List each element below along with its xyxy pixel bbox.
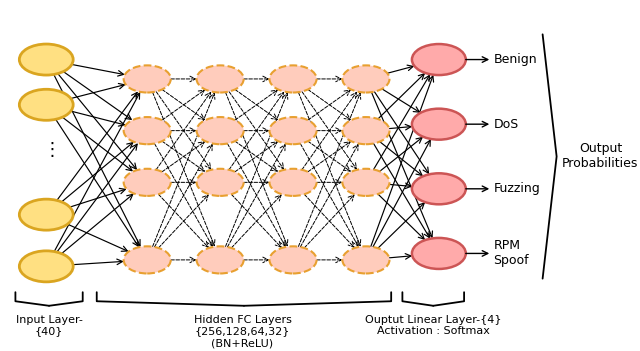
- Circle shape: [124, 117, 171, 144]
- Text: Benign: Benign: [493, 53, 537, 66]
- Circle shape: [412, 44, 466, 75]
- Circle shape: [412, 109, 466, 140]
- Circle shape: [342, 169, 390, 196]
- Text: Fuzzing: Fuzzing: [493, 182, 540, 195]
- Circle shape: [124, 169, 171, 196]
- Circle shape: [269, 117, 317, 144]
- Circle shape: [124, 246, 171, 273]
- Circle shape: [269, 169, 317, 196]
- Text: DoS: DoS: [493, 118, 518, 131]
- Circle shape: [196, 246, 244, 273]
- Circle shape: [19, 199, 73, 230]
- Circle shape: [269, 246, 317, 273]
- Circle shape: [19, 251, 73, 282]
- Text: Input Layer-
{40}: Input Layer- {40}: [15, 315, 83, 336]
- Circle shape: [19, 89, 73, 120]
- Text: Ouptut Linear Layer-{4}
Activation : Softmax: Ouptut Linear Layer-{4} Activation : Sof…: [365, 315, 502, 336]
- Circle shape: [342, 246, 390, 273]
- Circle shape: [196, 169, 244, 196]
- Circle shape: [269, 65, 317, 93]
- Circle shape: [19, 44, 73, 75]
- Circle shape: [342, 65, 390, 93]
- Circle shape: [196, 117, 244, 144]
- Text: RPM
Spoof: RPM Spoof: [493, 239, 529, 267]
- Circle shape: [412, 238, 466, 269]
- Circle shape: [412, 173, 466, 204]
- Circle shape: [196, 65, 244, 93]
- Text: ⋮: ⋮: [31, 141, 61, 159]
- Circle shape: [342, 117, 390, 144]
- Text: Output
Probabilities: Output Probabilities: [562, 143, 639, 171]
- Text: Hidden FC Layers
{256,128,64,32}
(BN+ReLU): Hidden FC Layers {256,128,64,32} (BN+ReL…: [194, 315, 291, 348]
- Circle shape: [124, 65, 171, 93]
